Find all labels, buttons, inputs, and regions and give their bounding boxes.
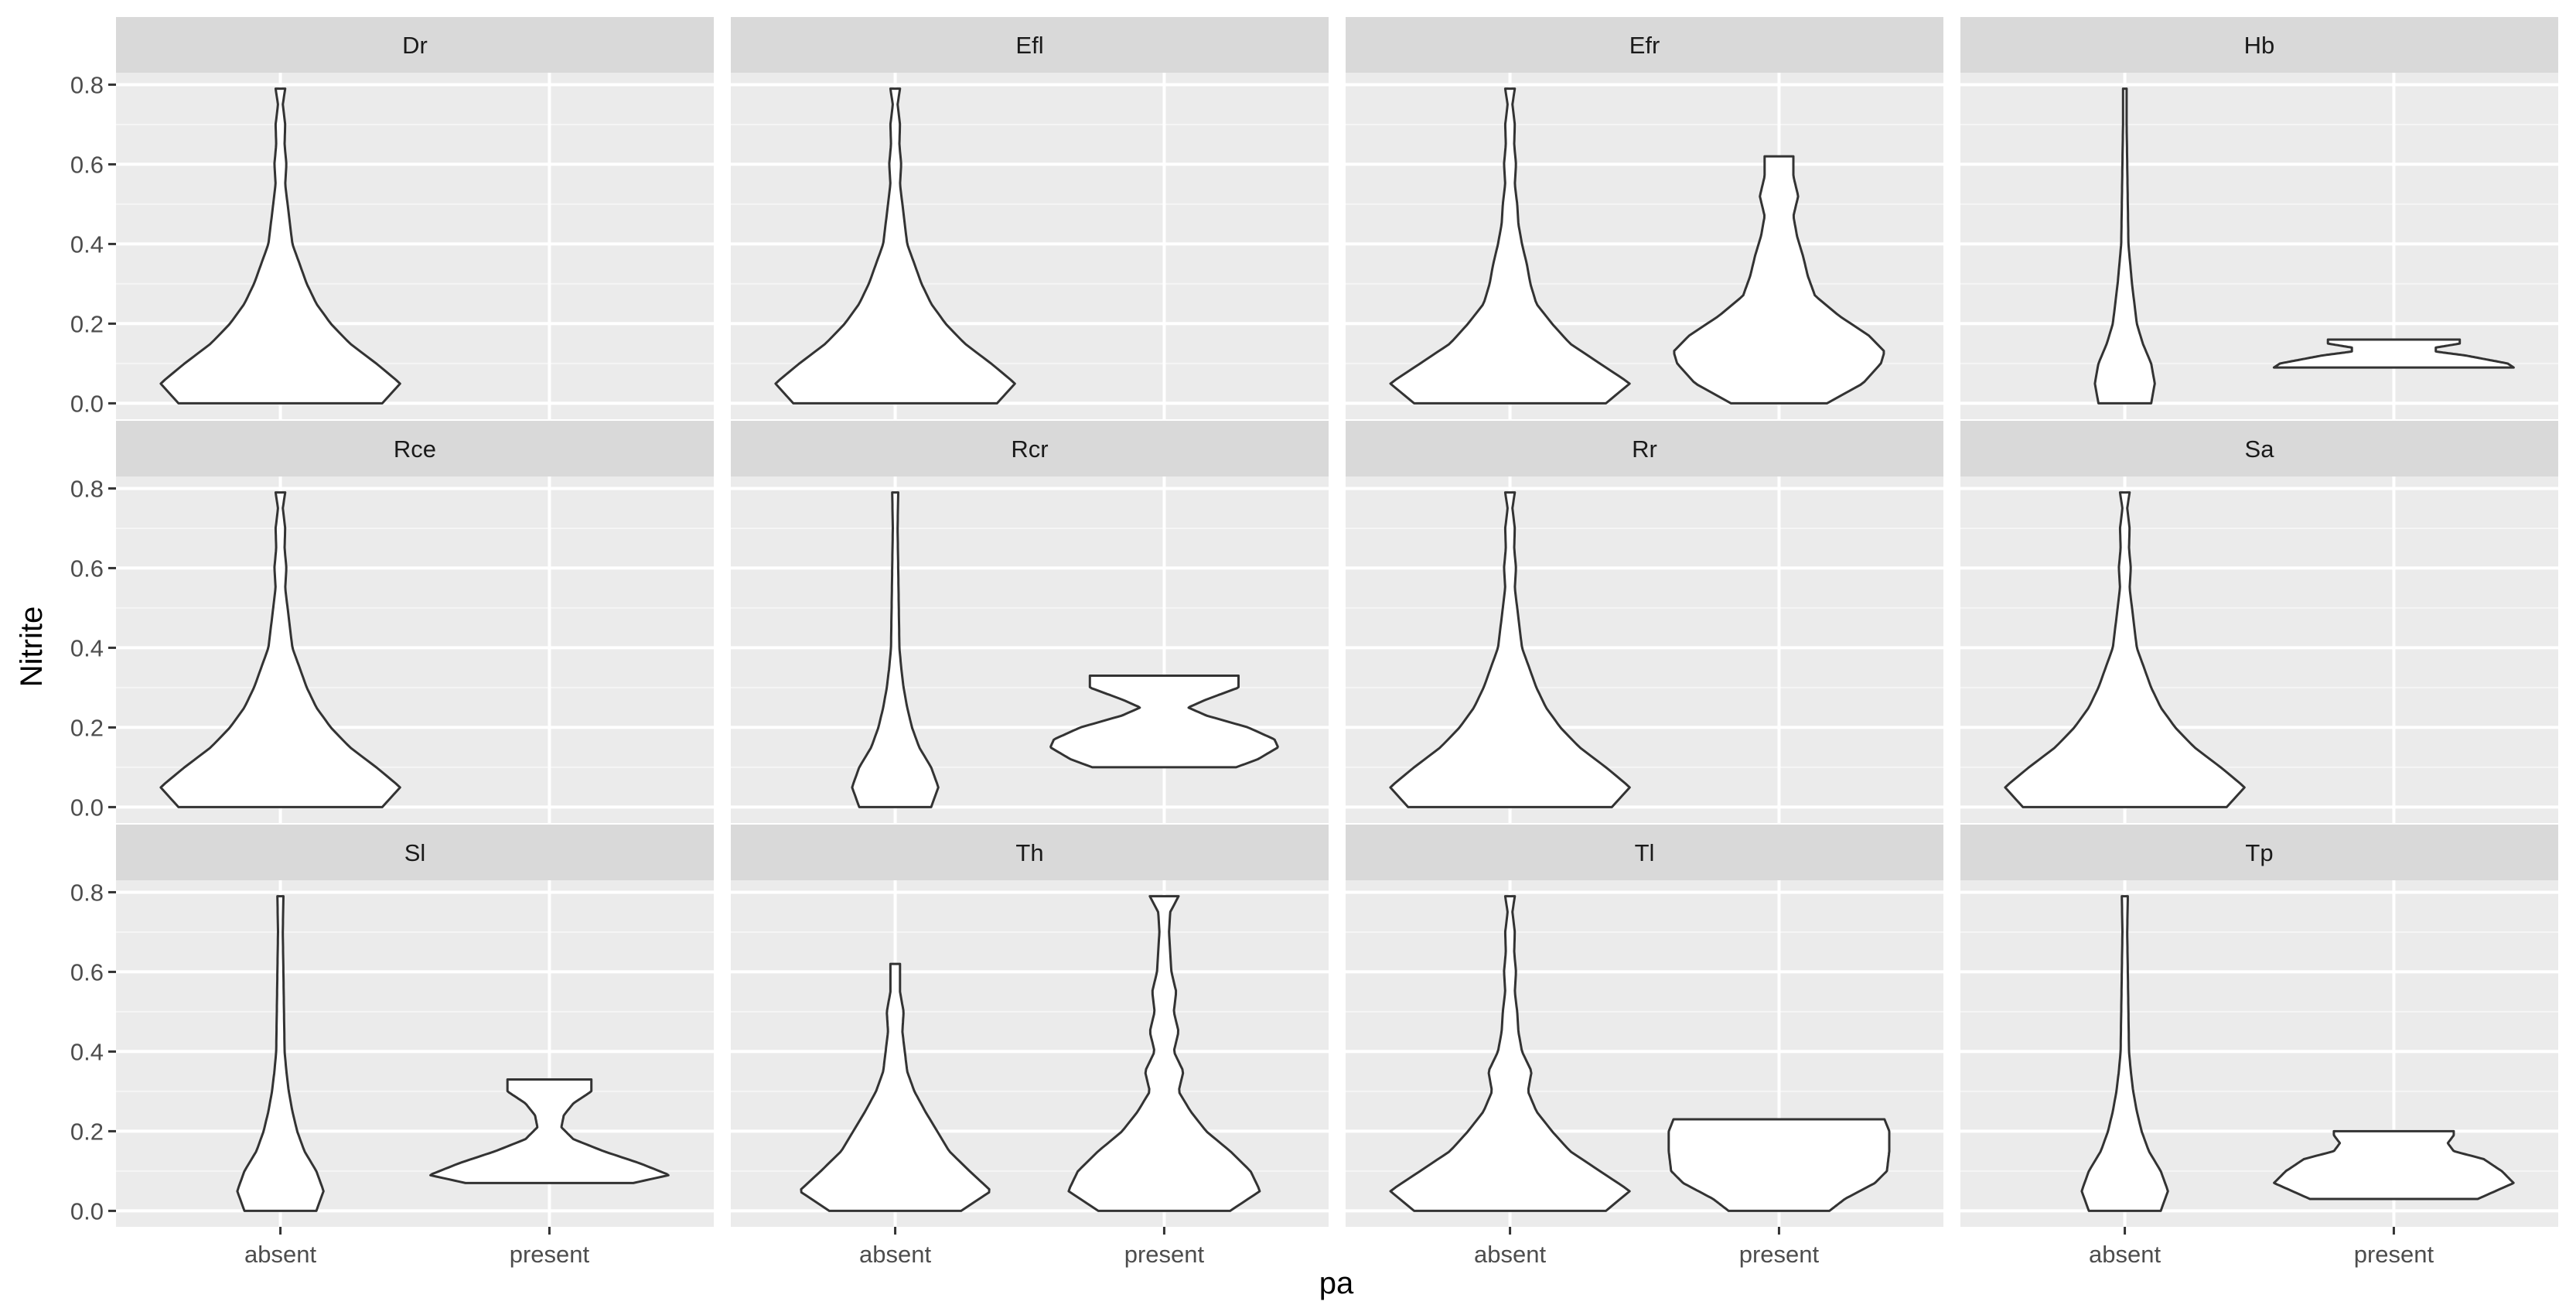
violin-absent xyxy=(159,491,401,808)
facet-strip-label: Rce xyxy=(394,435,436,463)
facet-strip-label: Sl xyxy=(404,839,426,866)
violin-present xyxy=(1049,675,1279,769)
facet-strip-label: Efr xyxy=(1629,32,1660,59)
facet-strip-label: Rcr xyxy=(1011,435,1048,463)
x-tick-label: absent xyxy=(1474,1241,1546,1268)
y-tick-label: 0.4 xyxy=(70,634,104,661)
facet-strip-label: Rr xyxy=(1632,435,1657,463)
violin-present xyxy=(2272,338,2515,369)
y-tick-label: 0.2 xyxy=(70,1118,104,1145)
y-tick-label: 0.2 xyxy=(70,310,104,337)
x-tick-label: absent xyxy=(2089,1241,2161,1268)
violin-absent xyxy=(800,962,991,1212)
facet-panels: Dr 0.0 0.2 0.4 0.6 0.8 Efl Efr Hb Rce 0.0 0.2 0.4 0.6… xyxy=(70,17,2558,1268)
violin-absent xyxy=(774,87,1016,405)
violin-absent xyxy=(1389,87,1631,405)
x-axis-title: pa xyxy=(1319,1266,1354,1300)
facet-panel-efl: Efl xyxy=(731,17,1329,419)
facet-strip-label: Hb xyxy=(2244,32,2275,59)
y-tick-label: 0.6 xyxy=(70,958,104,985)
y-tick-label: 0.8 xyxy=(70,71,104,98)
facet-panel-tl: Tl absent present xyxy=(1346,825,1943,1268)
y-tick-label: 0.0 xyxy=(70,390,104,417)
x-tick-label: present xyxy=(1124,1241,1205,1268)
violin-absent xyxy=(1389,491,1631,808)
y-tick-label: 0.6 xyxy=(70,151,104,178)
facet-strip xyxy=(1346,17,1943,73)
facet-strip xyxy=(731,17,1329,73)
x-tick-label: absent xyxy=(244,1241,316,1268)
facet-strip xyxy=(1960,17,2558,73)
facet-strip-label: Efl xyxy=(1015,32,1043,59)
y-tick-label: 0.4 xyxy=(70,1038,104,1065)
violin-present xyxy=(2273,1129,2515,1201)
facet-strip xyxy=(1346,421,1943,476)
facet-panel-rcr: Rcr xyxy=(731,421,1329,823)
facet-strip xyxy=(731,825,1329,880)
violin-absent xyxy=(2004,491,2246,808)
violin-absent xyxy=(1389,895,1631,1212)
violin-present xyxy=(429,1078,670,1184)
facet-strip xyxy=(731,421,1329,476)
violin-present xyxy=(1067,895,1261,1212)
y-tick-label: 0.8 xyxy=(70,879,104,906)
violin-absent xyxy=(159,87,401,405)
facet-strip xyxy=(1960,421,2558,476)
violin-absent xyxy=(2093,87,2156,405)
y-tick-label: 0.8 xyxy=(70,475,104,502)
facet-panel-th: Th absent present xyxy=(731,825,1329,1268)
facet-strip xyxy=(116,421,714,476)
facet-strip xyxy=(116,825,714,880)
facet-strip xyxy=(1960,825,2558,880)
facet-panel-efr: Efr xyxy=(1346,17,1943,419)
facet-panel-sa: Sa xyxy=(1960,421,2558,823)
x-tick-label: absent xyxy=(859,1241,931,1268)
y-axis-title: Nitrite xyxy=(15,606,49,687)
facet-strip-label: Th xyxy=(1015,839,1043,866)
violin-absent xyxy=(2080,895,2169,1212)
y-tick-label: 0.0 xyxy=(70,1197,104,1224)
facet-strip-label: Dr xyxy=(402,32,428,59)
facet-strip xyxy=(1346,825,1943,880)
facet-panel-rr: Rr xyxy=(1346,421,1943,823)
violin-present xyxy=(1667,1118,1891,1212)
x-tick-label: present xyxy=(2354,1241,2434,1268)
y-tick-label: 0.4 xyxy=(70,231,104,258)
x-tick-label: present xyxy=(510,1241,590,1268)
facet-panel-hb: Hb xyxy=(1960,17,2558,419)
facet-panel-dr: Dr 0.0 0.2 0.4 0.6 0.8 xyxy=(70,17,714,419)
violin-absent xyxy=(851,491,940,808)
facet-strip-label: Tl xyxy=(1635,839,1655,866)
y-tick-label: 0.0 xyxy=(70,794,104,821)
facet-panel-rce: Rce 0.0 0.2 0.4 0.6 0.8 xyxy=(70,421,714,823)
facet-strip-label: Sa xyxy=(2245,435,2275,463)
x-tick-label: present xyxy=(1739,1241,1820,1268)
violin-present xyxy=(1673,155,1885,405)
facet-strip-label: Tp xyxy=(2245,839,2273,866)
facet-strip xyxy=(116,17,714,73)
y-tick-label: 0.6 xyxy=(70,555,104,582)
facet-panel-tp: Tp absent present xyxy=(1960,825,2558,1268)
facet-panel-sl: Sl 0.0 0.2 0.4 0.6 0.8 absent present xyxy=(70,825,714,1268)
violin-absent xyxy=(236,895,325,1212)
y-tick-label: 0.2 xyxy=(70,714,104,741)
